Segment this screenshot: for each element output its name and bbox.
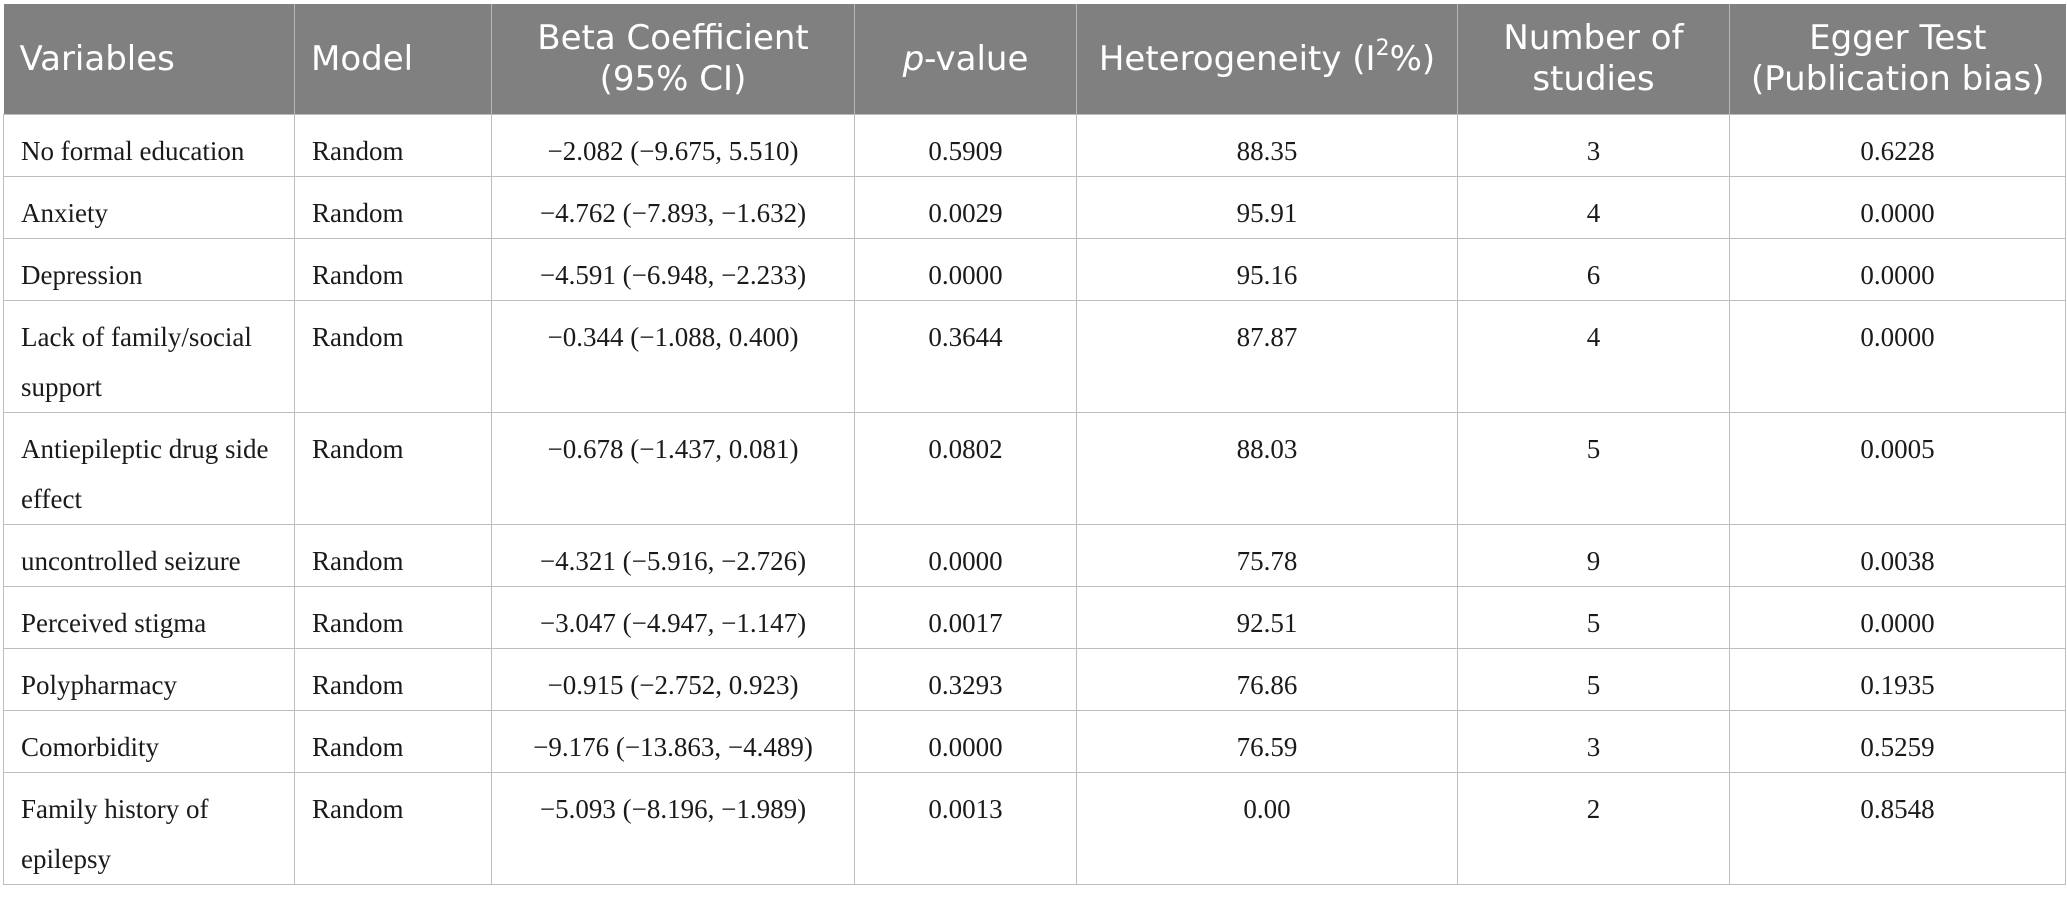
cell-beta: −0.344 (−1.088, 0.400) <box>491 300 855 413</box>
cell-model: Random <box>294 412 492 525</box>
table-row: Comorbidity Random −9.176 (−13.863, −4.4… <box>3 710 2066 773</box>
cell-egger: 0.0000 <box>1729 238 2066 301</box>
cell-number-of-studies: 9 <box>1457 524 1730 587</box>
cell-number-of-studies: 3 <box>1457 114 1730 177</box>
cell-beta: −9.176 (−13.863, −4.489) <box>491 710 855 773</box>
cell-model: Random <box>294 710 492 773</box>
cell-model: Random <box>294 176 492 239</box>
cell-heterogeneity: 0.00 <box>1076 772 1458 885</box>
cell-heterogeneity: 75.78 <box>1076 524 1458 587</box>
meta-regression-table: Variables Model Beta Coefficient (95% CI)… <box>3 4 2066 885</box>
cell-p-value: 0.0013 <box>854 772 1077 885</box>
cell-number-of-studies: 5 <box>1457 412 1730 525</box>
table-row: Perceived stigma Random −3.047 (−4.947, … <box>3 586 2066 649</box>
cell-heterogeneity: 76.59 <box>1076 710 1458 773</box>
header-heterogeneity: Heterogeneity (I2%) <box>1076 4 1458 115</box>
cell-variable: Antiepileptic drug side effect <box>3 412 295 525</box>
cell-egger: 0.0038 <box>1729 524 2066 587</box>
cell-egger: 0.0000 <box>1729 300 2066 413</box>
cell-egger: 0.0005 <box>1729 412 2066 525</box>
cell-model: Random <box>294 772 492 885</box>
table-row: Anxiety Random −4.762 (−7.893, −1.632) 0… <box>3 176 2066 239</box>
cell-heterogeneity: 95.16 <box>1076 238 1458 301</box>
table-row: Family history of epilepsy Random −5.093… <box>3 772 2066 885</box>
cell-egger: 0.1935 <box>1729 648 2066 711</box>
cell-beta: −0.915 (−2.752, 0.923) <box>491 648 855 711</box>
cell-beta: −4.762 (−7.893, −1.632) <box>491 176 855 239</box>
cell-p-value: 0.0000 <box>854 524 1077 587</box>
cell-beta: −0.678 (−1.437, 0.081) <box>491 412 855 525</box>
cell-number-of-studies: 4 <box>1457 176 1730 239</box>
cell-number-of-studies: 6 <box>1457 238 1730 301</box>
cell-beta: −5.093 (−8.196, −1.989) <box>491 772 855 885</box>
table-row: No formal education Random −2.082 (−9.67… <box>3 114 2066 177</box>
cell-variable: Anxiety <box>3 176 295 239</box>
header-row: Variables Model Beta Coefficient (95% CI)… <box>3 4 2066 115</box>
cell-heterogeneity: 76.86 <box>1076 648 1458 711</box>
cell-egger: 0.6228 <box>1729 114 2066 177</box>
table-header: Variables Model Beta Coefficient (95% CI)… <box>3 4 2066 115</box>
cell-heterogeneity: 92.51 <box>1076 586 1458 649</box>
cell-variable: Lack of family/social support <box>3 300 295 413</box>
cell-variable: Perceived stigma <box>3 586 295 649</box>
cell-egger: 0.0000 <box>1729 586 2066 649</box>
cell-p-value: 0.0802 <box>854 412 1077 525</box>
cell-heterogeneity: 87.87 <box>1076 300 1458 413</box>
cell-p-value: 0.3644 <box>854 300 1077 413</box>
table-row: Antiepileptic drug side effect Random −0… <box>3 412 2066 525</box>
cell-p-value: 0.0000 <box>854 710 1077 773</box>
cell-beta: −2.082 (−9.675, 5.510) <box>491 114 855 177</box>
cell-variable: Depression <box>3 238 295 301</box>
cell-variable: Comorbidity <box>3 710 295 773</box>
cell-number-of-studies: 5 <box>1457 648 1730 711</box>
header-model: Model <box>294 4 492 115</box>
cell-number-of-studies: 4 <box>1457 300 1730 413</box>
cell-model: Random <box>294 300 492 413</box>
cell-variable: Family history of epilepsy <box>3 772 295 885</box>
header-variables: Variables <box>3 4 295 115</box>
cell-number-of-studies: 5 <box>1457 586 1730 649</box>
cell-heterogeneity: 88.35 <box>1076 114 1458 177</box>
cell-egger: 0.8548 <box>1729 772 2066 885</box>
header-p-value: p-value <box>854 4 1077 115</box>
cell-model: Random <box>294 524 492 587</box>
table-row: Polypharmacy Random −0.915 (−2.752, 0.92… <box>3 648 2066 711</box>
cell-model: Random <box>294 586 492 649</box>
cell-variable: uncontrolled seizure <box>3 524 295 587</box>
cell-beta: −4.591 (−6.948, −2.233) <box>491 238 855 301</box>
cell-number-of-studies: 2 <box>1457 772 1730 885</box>
header-egger-test: Egger Test (Publication bias) <box>1729 4 2066 115</box>
cell-heterogeneity: 88.03 <box>1076 412 1458 525</box>
cell-egger: 0.0000 <box>1729 176 2066 239</box>
cell-p-value: 0.0000 <box>854 238 1077 301</box>
table-row: Lack of family/social support Random −0.… <box>3 300 2066 413</box>
cell-egger: 0.5259 <box>1729 710 2066 773</box>
table-row: uncontrolled seizure Random −4.321 (−5.9… <box>3 524 2066 587</box>
cell-model: Random <box>294 114 492 177</box>
cell-beta: −4.321 (−5.916, −2.726) <box>491 524 855 587</box>
cell-variable: Polypharmacy <box>3 648 295 711</box>
table-body: No formal education Random −2.082 (−9.67… <box>3 114 2066 885</box>
cell-number-of-studies: 3 <box>1457 710 1730 773</box>
cell-p-value: 0.0029 <box>854 176 1077 239</box>
cell-p-value: 0.5909 <box>854 114 1077 177</box>
cell-model: Random <box>294 648 492 711</box>
cell-p-value: 0.0017 <box>854 586 1077 649</box>
cell-model: Random <box>294 238 492 301</box>
header-beta-coefficient: Beta Coefficient (95% CI) <box>491 4 855 115</box>
table-row: Depression Random −4.591 (−6.948, −2.233… <box>3 238 2066 301</box>
cell-variable: No formal education <box>3 114 295 177</box>
cell-beta: −3.047 (−4.947, −1.147) <box>491 586 855 649</box>
cell-heterogeneity: 95.91 <box>1076 176 1458 239</box>
header-number-of-studies: Number of studies <box>1457 4 1730 115</box>
cell-p-value: 0.3293 <box>854 648 1077 711</box>
